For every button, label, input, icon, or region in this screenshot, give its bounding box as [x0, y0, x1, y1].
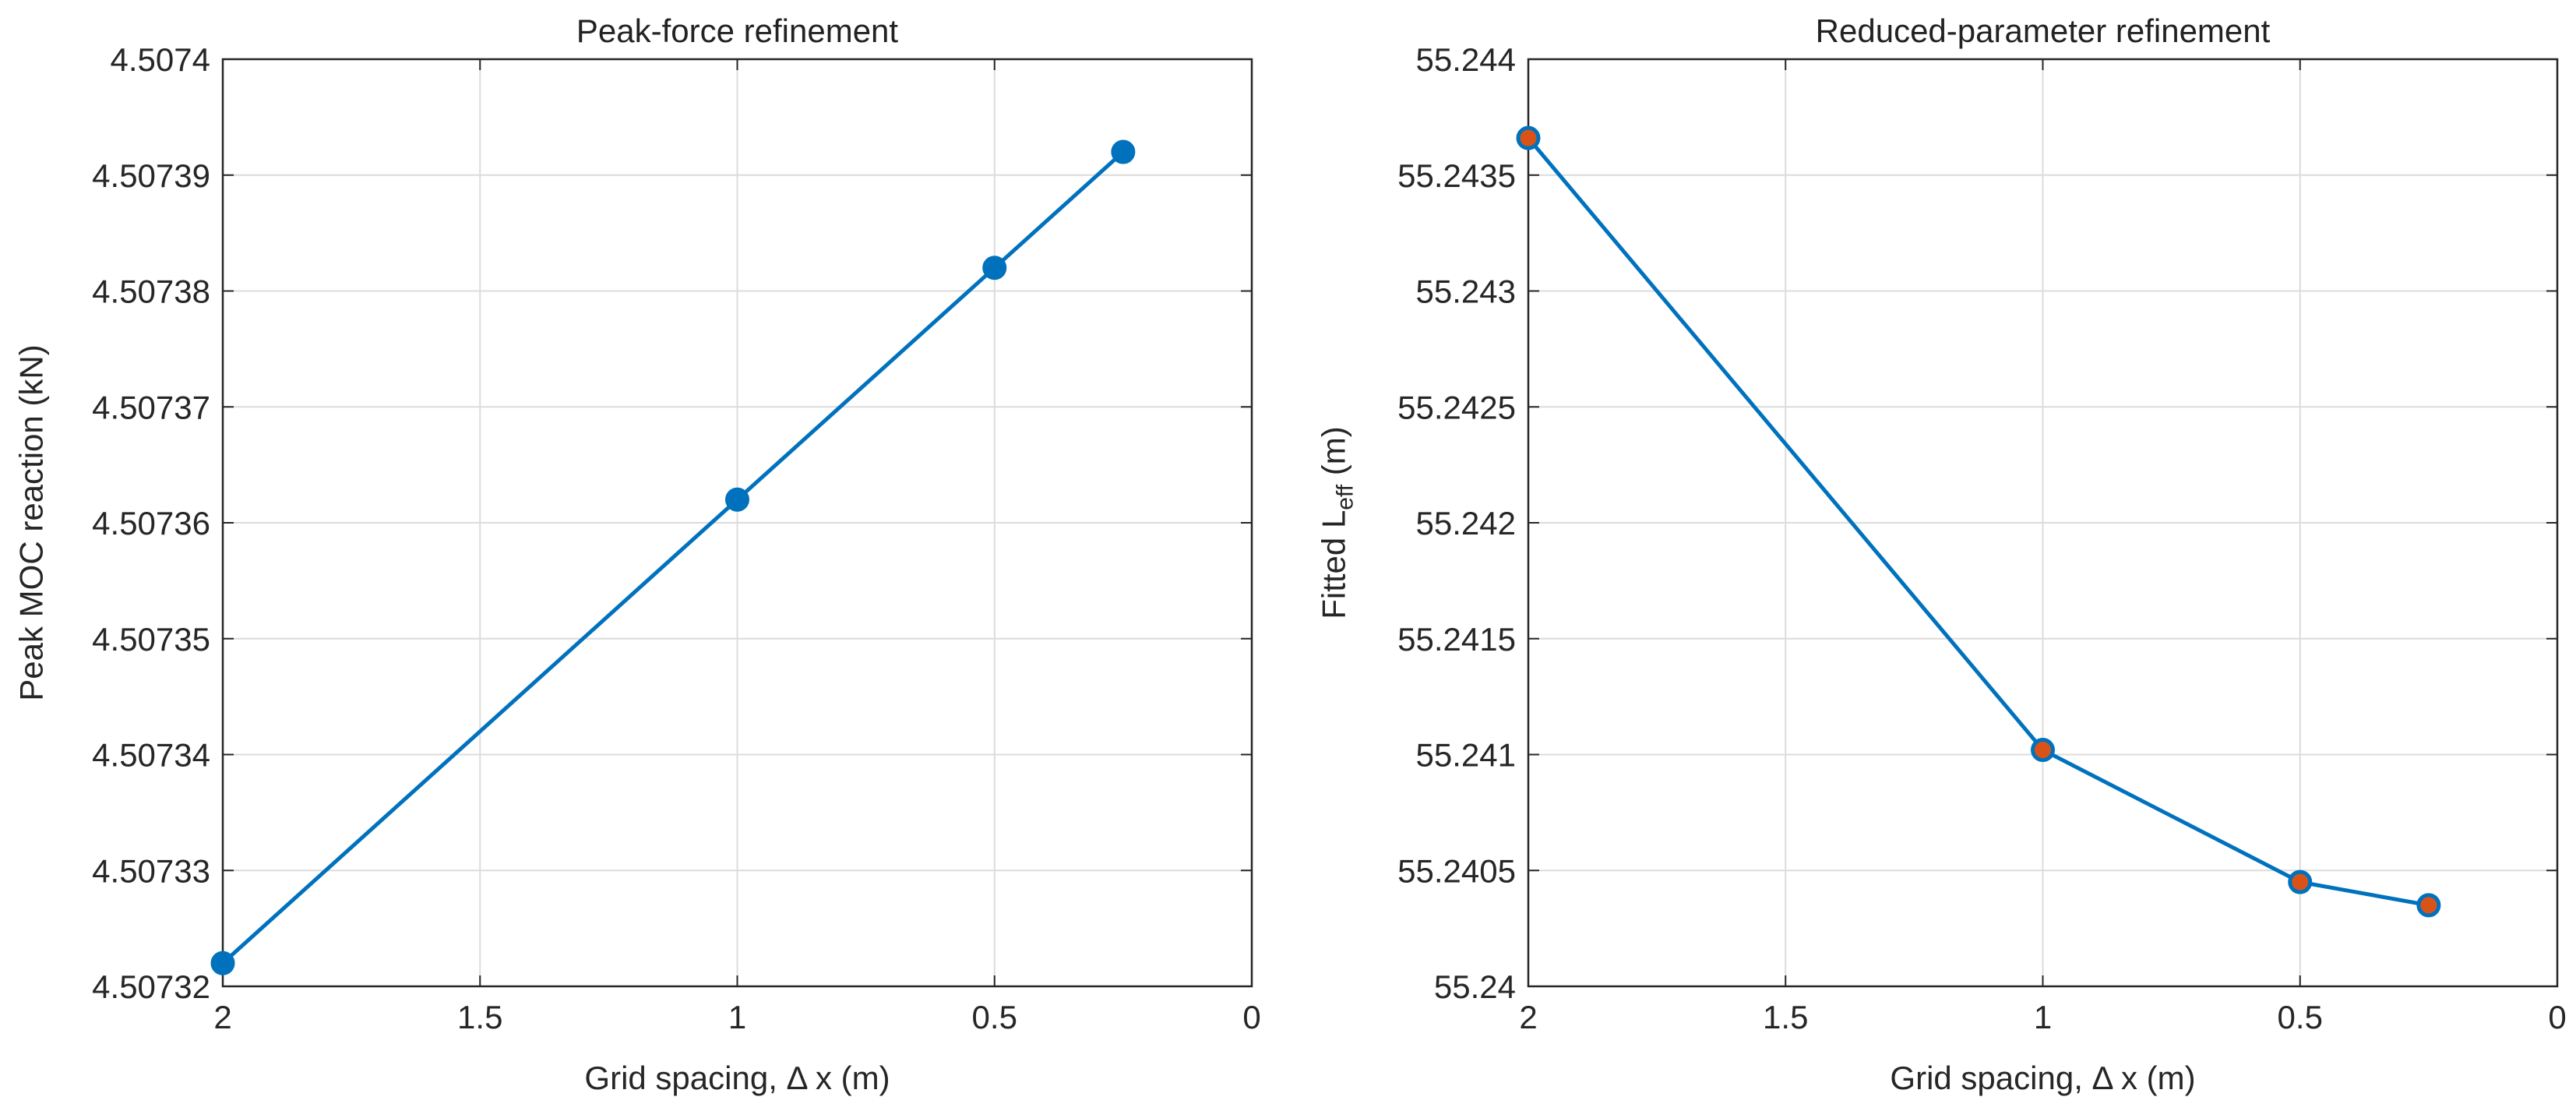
chart1-ytick-label: 4.50738: [92, 273, 210, 310]
chart2-data-point: [1516, 125, 1541, 150]
chart2-data-point: [2031, 738, 2055, 763]
chart1-xtick-label: 1: [728, 999, 746, 1035]
chart2-ytick-label: 55.2415: [1397, 621, 1516, 658]
chart1-ytick-label: 4.50734: [92, 737, 210, 774]
chart1-ytick-label: 4.50737: [92, 389, 210, 425]
chart1-xtick-label: 1.5: [457, 999, 502, 1035]
chart2-ytick-label: 55.2405: [1397, 852, 1516, 889]
chart2-ylabel: Fitted Leff (m): [1316, 426, 1358, 619]
chart2-xtick-label: 2: [1519, 999, 1537, 1035]
chart1-ytick-label: 4.50736: [92, 505, 210, 541]
chart2-ytick-label: 55.243: [1416, 273, 1516, 310]
chart1-ytick-label: 4.50735: [92, 621, 210, 658]
chart1-xtick-label: 0: [1242, 999, 1260, 1035]
chart1-data-point: [982, 256, 1007, 280]
chart2-xlabel: Grid spacing, Δ x (m): [1890, 1060, 2195, 1096]
chart1-xlabel: Grid spacing, Δ x (m): [584, 1060, 890, 1096]
chart1-ytick-label: 4.50732: [92, 968, 210, 1005]
chart2-ytick-label: 55.242: [1416, 505, 1516, 541]
chart2-data-point: [2288, 869, 2313, 894]
chart2-ytick-label: 55.24: [1434, 968, 1516, 1005]
chart1-xtick-label: 2: [213, 999, 231, 1035]
chart1-ytick-label: 4.50739: [92, 157, 210, 194]
chart1-title: Peak-force refinement: [576, 12, 899, 49]
chart1-series-line: [221, 150, 1125, 965]
chart1-axes: 2 1.5 1 0.5 0 4.50732 4.50733 4.50734 4.50735 4.5…: [13, 12, 1261, 1096]
chart1-ytick-label: 4.50733: [92, 852, 210, 889]
chart2-title: Reduced-parameter refinement: [1816, 12, 2271, 49]
chart1-xtick-label: 0.5: [972, 999, 1017, 1035]
chart2-data-point: [2416, 893, 2441, 918]
chart2-ytick-label: 55.244: [1416, 41, 1516, 78]
chart2-ytick-label: 55.241: [1416, 737, 1516, 774]
chart1-data-point: [210, 951, 235, 975]
chart2-ytick-label: 55.2425: [1397, 389, 1516, 425]
chart2-xtick-label: 0: [2548, 999, 2566, 1035]
chart1-ylabel: Peak MOC reaction (kN): [13, 344, 50, 700]
chart1-data-point: [725, 487, 749, 512]
chart2-series-line: [1527, 136, 2430, 908]
chart1-ytick-label: 4.5074: [111, 41, 210, 78]
chart2-xtick-label: 1: [2034, 999, 2052, 1035]
chart2-xtick-label: 1.5: [1763, 999, 1808, 1035]
chart2-axes: 2 1.5 1 0.5 0 55.24 55.2405 55.241 55.2415 55.242…: [1316, 12, 2567, 1096]
chart2-ytick-label: 55.2435: [1397, 157, 1516, 194]
chart2-xtick-label: 0.5: [2278, 999, 2323, 1035]
chart1-data-point: [1111, 139, 1136, 164]
